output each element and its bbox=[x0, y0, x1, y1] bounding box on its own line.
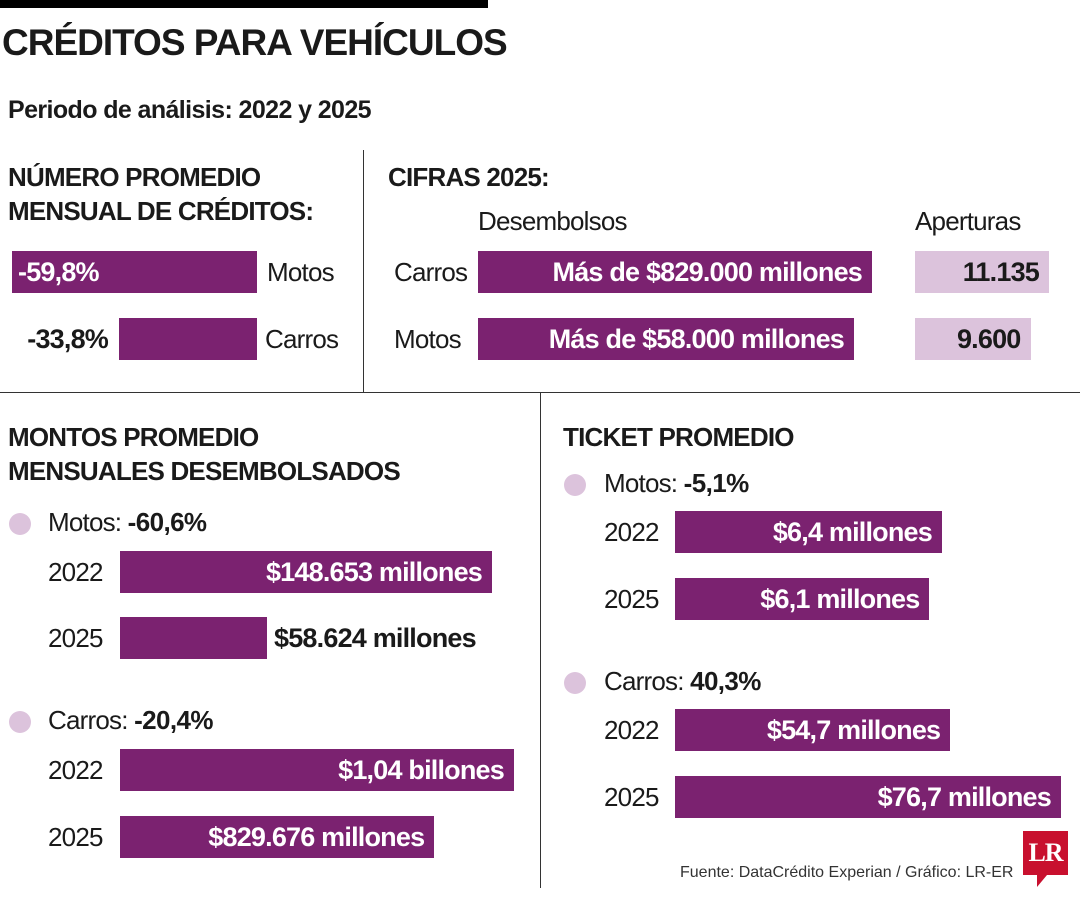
bar-montos-carros-2025: $829.676 millones bbox=[120, 816, 435, 858]
year-label: 2022 bbox=[604, 517, 659, 547]
section-title-cifras: CIFRAS 2025: bbox=[388, 162, 550, 192]
bar-ticket-carros-2025: $76,7 millones bbox=[675, 776, 1061, 818]
group-label-motos: Motos: -5,1% bbox=[604, 468, 749, 498]
bar-montos-motos-2025 bbox=[120, 617, 267, 659]
bar-ticket-motos-2025: $6,1 millones bbox=[675, 578, 930, 620]
legend-dot bbox=[564, 672, 586, 694]
bar-aperturas-carros: 11.135 bbox=[915, 251, 1049, 293]
source-note: Fuente: DataCrédito Experian / Gráfico: … bbox=[680, 864, 1014, 881]
year-label: 2025 bbox=[604, 584, 659, 614]
column-header: Desembolsos bbox=[478, 206, 628, 236]
section-title-numero: NÚMERO PROMEDIO MENSUAL DE CRÉDITOS: bbox=[8, 160, 314, 228]
group-label-carros: Carros: -20,4% bbox=[48, 705, 213, 735]
title-line: MONTOS PROMEDIO bbox=[8, 422, 259, 452]
bar-aperturas-motos: 9.600 bbox=[915, 318, 1031, 360]
group-label-carros: Carros: 40,3% bbox=[604, 666, 761, 696]
row-label: Carros bbox=[394, 257, 468, 287]
title-line: NÚMERO PROMEDIO bbox=[8, 162, 261, 192]
legend-dot bbox=[9, 711, 31, 733]
year-label: 2025 bbox=[604, 782, 659, 812]
divider bbox=[363, 150, 364, 392]
category-label: Motos bbox=[267, 257, 335, 287]
section-title-ticket: TICKET PROMEDIO bbox=[563, 422, 794, 452]
group-label-motos: Motos: -60,6% bbox=[48, 507, 207, 537]
column-header: Aperturas bbox=[915, 206, 1021, 236]
year-label: 2025 bbox=[48, 623, 103, 653]
bar-desembolsos-carros: Más de $829.000 millones bbox=[478, 251, 872, 293]
bar-ticket-motos-2022: $6,4 millones bbox=[675, 511, 942, 553]
title-line: MENSUAL DE CRÉDITOS: bbox=[8, 196, 314, 226]
bar-montos-motos-2022: $148.653 millones bbox=[120, 551, 492, 593]
legend-dot bbox=[564, 474, 586, 496]
top-rule bbox=[0, 0, 488, 8]
bar-ticket-carros-2022: $54,7 millones bbox=[675, 709, 951, 751]
divider bbox=[540, 392, 541, 888]
legend-dot bbox=[9, 513, 31, 535]
category-label: Carros bbox=[265, 324, 339, 354]
year-label: 2022 bbox=[604, 715, 659, 745]
bar-motos: -59,8% bbox=[12, 251, 257, 293]
value-label: $58.624 millones bbox=[274, 623, 477, 653]
year-label: 2025 bbox=[48, 822, 103, 852]
bar-desembolsos-motos: Más de $58.000 millones bbox=[478, 318, 854, 360]
bar-carros bbox=[118, 318, 257, 360]
section-title-montos: MONTOS PROMEDIO MENSUALES DESEMBOLSADOS bbox=[8, 420, 401, 488]
row-label: Motos bbox=[394, 324, 462, 354]
page-title: CRÉDITOS PARA VEHÍCULOS bbox=[2, 22, 508, 63]
title-line: MENSUALES DESEMBOLSADOS bbox=[8, 456, 401, 486]
bar-montos-carros-2022: $1,04 billones bbox=[120, 749, 514, 791]
value-label: -33,8% bbox=[27, 324, 109, 354]
year-label: 2022 bbox=[48, 755, 103, 785]
lr-logo: LR bbox=[1023, 831, 1068, 887]
year-label: 2022 bbox=[48, 557, 103, 587]
subtitle: Periodo de análisis: 2022 y 2025 bbox=[8, 96, 372, 124]
